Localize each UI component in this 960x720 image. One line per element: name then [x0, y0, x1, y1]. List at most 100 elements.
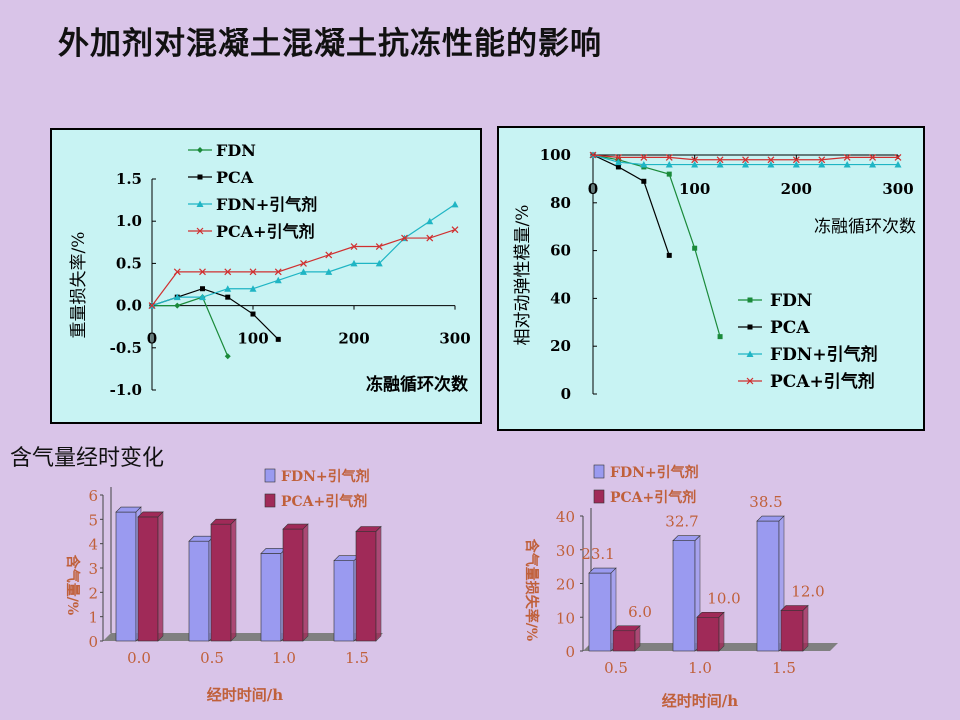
- data-point: [691, 161, 699, 168]
- data-point: [200, 286, 205, 292]
- y-tick-label: 1: [88, 609, 98, 627]
- x-tick-label: 1.5: [345, 649, 369, 667]
- data-point: [148, 302, 156, 310]
- legend-label: FDN+引气剂: [770, 344, 878, 365]
- y-axis-label: 重量损失率/%: [69, 232, 89, 339]
- data-point: [275, 336, 281, 342]
- bar: [588, 572, 612, 652]
- data-point: [300, 259, 307, 267]
- y-tick-label: 4: [88, 536, 98, 554]
- data-point: [641, 178, 647, 184]
- bar: [355, 531, 377, 642]
- bar: [282, 528, 304, 642]
- mass-loss-panel: [50, 128, 482, 424]
- data-point: [249, 285, 257, 292]
- data-label: 12.0: [791, 583, 824, 601]
- x-tick-label: 1.5: [772, 659, 796, 677]
- x-tick-label: 0.5: [604, 659, 628, 677]
- legend-marker: [747, 297, 753, 303]
- data-point: [199, 268, 206, 276]
- data-point: [225, 294, 231, 300]
- legend-label: PCA+引气剂: [281, 493, 367, 510]
- data-point: [224, 353, 231, 360]
- y-tick-label: 20: [556, 576, 575, 594]
- data-point: [199, 293, 206, 301]
- legend-label: FDN: [216, 141, 256, 160]
- data-point: [589, 151, 597, 159]
- legend-marker: [196, 227, 204, 235]
- data-point: [692, 245, 698, 251]
- y-tick-label: 1.0: [116, 212, 142, 230]
- data-point: [843, 161, 851, 168]
- x-axis-label: 经时时间/h: [207, 686, 283, 704]
- y-axis-label: 含气量/%: [64, 555, 81, 615]
- series-line: [152, 296, 229, 357]
- y-axis-label: 含气量损失率/%: [523, 539, 540, 641]
- legend-label: PCA: [770, 318, 810, 338]
- data-point: [691, 156, 699, 164]
- data-point: [666, 252, 672, 258]
- y-tick-label: 1.5: [116, 170, 142, 188]
- legend-marker: [746, 350, 754, 357]
- data-point: [666, 171, 672, 177]
- data-point: [274, 268, 282, 276]
- data-point: [451, 200, 459, 208]
- data-point: [716, 156, 724, 164]
- bar: [696, 616, 720, 652]
- y-tick-label: 100: [540, 146, 571, 164]
- y-tick-label: 20: [550, 337, 571, 355]
- data-point: [350, 243, 358, 250]
- data-point: [640, 153, 648, 161]
- legend-label: FDN+引气剂: [610, 464, 699, 481]
- data-point: [665, 153, 673, 161]
- series-line: [592, 154, 670, 256]
- legend-marker: [197, 174, 203, 180]
- x-tick-label: 300: [882, 180, 913, 198]
- x-tick-label: 1.0: [688, 659, 712, 677]
- x-tick-label: 0.0: [127, 649, 151, 667]
- y-tick-label: -0.5: [110, 339, 142, 357]
- y-tick-label: -1.0: [110, 381, 142, 399]
- x-tick-label: 0.5: [200, 649, 224, 667]
- legend-label: PCA+引气剂: [216, 222, 315, 241]
- bar: [137, 516, 159, 642]
- data-point: [250, 311, 256, 317]
- data-label: 32.7: [665, 513, 698, 531]
- data-point: [249, 268, 257, 276]
- data-point: [767, 161, 775, 168]
- y-tick-label: 40: [550, 289, 571, 307]
- data-point: [894, 161, 902, 168]
- bar-side: [634, 625, 641, 652]
- data-point: [174, 302, 181, 309]
- y-tick-label: 0.5: [116, 254, 142, 272]
- y-tick-label: 80: [550, 194, 571, 212]
- data-point: [614, 158, 622, 166]
- legend-marker: [197, 147, 203, 153]
- data-point: [615, 164, 621, 170]
- data-point: [792, 161, 800, 168]
- y-tick-label: 5: [88, 511, 98, 529]
- bar: [612, 630, 636, 652]
- y-tick-label: 30: [556, 542, 575, 560]
- legend-marker: [196, 200, 204, 207]
- bar: [260, 553, 282, 642]
- data-point: [818, 156, 826, 164]
- data-point: [173, 268, 181, 276]
- x-tick-label: 200: [338, 330, 369, 348]
- legend-swatch: [593, 489, 605, 504]
- x-axis-label: 冻融循环次数: [814, 217, 916, 237]
- legend-swatch: [264, 468, 276, 483]
- legend-label: PCA: [216, 168, 254, 187]
- x-axis-label: 经时时间/h: [662, 692, 738, 710]
- bar-side: [375, 525, 382, 642]
- x-tick-label: 0: [588, 180, 598, 198]
- data-point: [451, 226, 459, 234]
- bar: [115, 511, 137, 642]
- bar: [756, 520, 780, 652]
- bar-side: [302, 523, 309, 642]
- data-point: [716, 161, 724, 168]
- data-point: [375, 243, 383, 250]
- data-point: [665, 161, 673, 168]
- legend-marker: [747, 324, 753, 330]
- page-title: 外加剂对混凝土混凝土抗冻性能的影响: [58, 26, 602, 62]
